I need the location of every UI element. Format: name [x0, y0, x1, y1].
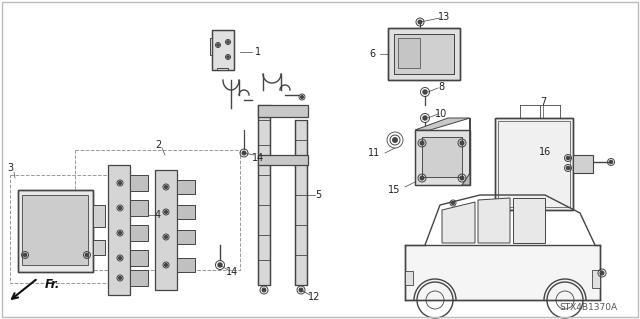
- Text: 8: 8: [438, 82, 444, 92]
- Polygon shape: [210, 38, 212, 55]
- Text: 14: 14: [252, 153, 264, 163]
- Text: 3: 3: [7, 163, 13, 173]
- Polygon shape: [478, 198, 510, 243]
- Polygon shape: [415, 118, 470, 130]
- Circle shape: [118, 277, 122, 279]
- Circle shape: [118, 207, 122, 209]
- Text: 14: 14: [226, 267, 238, 277]
- Bar: [177, 180, 195, 194]
- Polygon shape: [217, 68, 228, 70]
- Text: 13: 13: [438, 12, 450, 22]
- Circle shape: [24, 253, 27, 256]
- Text: STX4B1370A: STX4B1370A: [560, 303, 618, 313]
- Circle shape: [566, 156, 570, 160]
- Bar: [155, 170, 177, 290]
- Circle shape: [218, 263, 222, 267]
- Text: 7: 7: [540, 97, 546, 107]
- Circle shape: [164, 211, 167, 213]
- Circle shape: [118, 232, 122, 234]
- Circle shape: [164, 186, 167, 188]
- Bar: [177, 205, 195, 219]
- Bar: [422, 137, 462, 177]
- Circle shape: [217, 44, 219, 46]
- Text: 12: 12: [308, 292, 320, 302]
- Circle shape: [423, 90, 427, 94]
- Circle shape: [420, 176, 424, 180]
- Circle shape: [393, 138, 397, 142]
- Bar: [394, 34, 454, 74]
- Bar: [130, 270, 148, 286]
- Bar: [398, 38, 420, 68]
- Polygon shape: [442, 202, 475, 243]
- Bar: [130, 250, 148, 266]
- Circle shape: [164, 236, 167, 238]
- Circle shape: [227, 41, 229, 43]
- Text: 2: 2: [155, 140, 161, 150]
- Bar: [10, 175, 130, 283]
- Bar: [415, 130, 470, 185]
- Polygon shape: [513, 198, 545, 243]
- Text: 10: 10: [435, 109, 447, 119]
- Bar: [177, 230, 195, 244]
- Bar: [258, 155, 308, 165]
- Bar: [295, 120, 307, 285]
- Bar: [93, 205, 105, 227]
- Circle shape: [242, 151, 246, 155]
- Bar: [212, 30, 234, 70]
- Bar: [258, 105, 308, 117]
- Bar: [495, 118, 573, 210]
- Bar: [422, 137, 462, 177]
- Bar: [405, 271, 413, 285]
- Bar: [495, 118, 573, 210]
- Bar: [130, 175, 148, 191]
- Bar: [212, 30, 234, 70]
- Text: 16: 16: [539, 147, 551, 157]
- Bar: [415, 130, 470, 185]
- Bar: [177, 258, 195, 272]
- Bar: [405, 245, 600, 300]
- Bar: [18, 190, 93, 272]
- Bar: [498, 121, 570, 207]
- Text: 5: 5: [315, 190, 321, 200]
- Bar: [573, 155, 593, 173]
- Circle shape: [118, 182, 122, 184]
- Polygon shape: [462, 118, 470, 185]
- Bar: [108, 165, 130, 295]
- Bar: [388, 28, 460, 80]
- Text: 6: 6: [370, 49, 376, 59]
- Text: 15: 15: [388, 185, 400, 195]
- Circle shape: [262, 288, 266, 292]
- Circle shape: [300, 288, 303, 292]
- Bar: [394, 34, 454, 74]
- Bar: [130, 225, 148, 241]
- Text: 11: 11: [368, 148, 380, 158]
- Bar: [22, 195, 88, 265]
- Bar: [75, 150, 240, 270]
- Text: Fr.: Fr.: [45, 278, 60, 292]
- Circle shape: [420, 141, 424, 145]
- Circle shape: [460, 176, 464, 180]
- Circle shape: [85, 253, 88, 256]
- Circle shape: [164, 263, 167, 266]
- Bar: [592, 270, 600, 288]
- Bar: [388, 28, 460, 80]
- Circle shape: [460, 141, 464, 145]
- Bar: [258, 105, 270, 285]
- Text: 4: 4: [155, 210, 161, 220]
- Circle shape: [301, 96, 303, 98]
- Circle shape: [566, 167, 570, 170]
- Circle shape: [452, 202, 454, 204]
- Text: 1: 1: [255, 47, 261, 57]
- Bar: [93, 240, 105, 255]
- Circle shape: [609, 160, 612, 164]
- Circle shape: [418, 20, 422, 24]
- Circle shape: [227, 56, 229, 58]
- Circle shape: [600, 271, 604, 275]
- Circle shape: [423, 116, 427, 120]
- Circle shape: [118, 257, 122, 259]
- Bar: [18, 190, 93, 272]
- Bar: [130, 200, 148, 216]
